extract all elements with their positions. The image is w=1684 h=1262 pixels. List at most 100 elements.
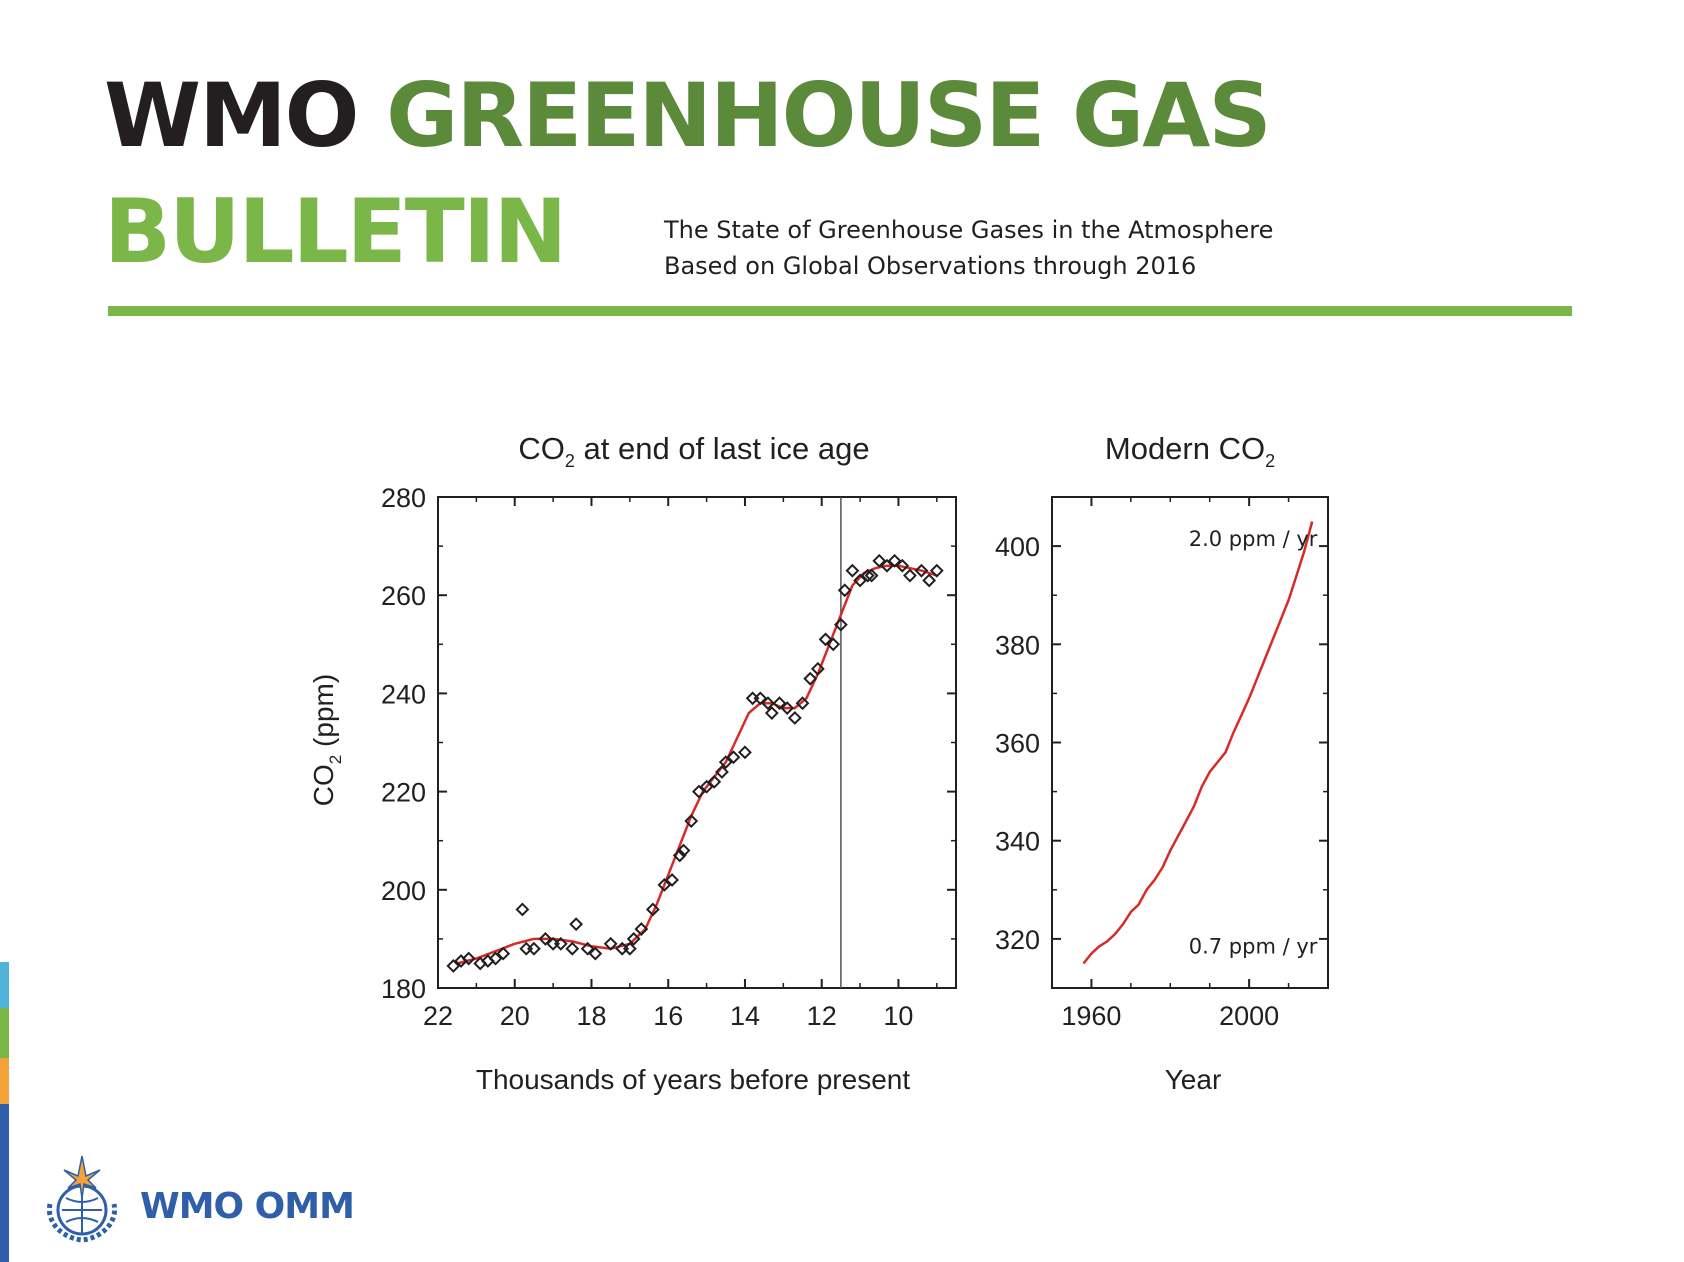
ice-core-data-point [684,814,699,828]
modern-y-tick-label: 340 [995,827,1040,857]
subtitle-line2: Based on Global Observations through 201… [664,252,1197,280]
ice-age-x-tick-label: 10 [883,1001,913,1031]
ice-core-data-point [826,637,841,652]
ice-core-data-point [764,706,779,720]
ice-core-data-point [833,617,848,632]
ice-age-x-axis-label: Thousands of years before present [476,1064,910,1095]
modern-chart-title: Modern CO2 [1105,431,1275,471]
wmo-omm-logo-text: WMO OMM [140,1186,355,1227]
ice-core-data-point [914,563,929,578]
ice-core-data-point [864,568,879,583]
modern-x-axis-label: Year [1165,1064,1222,1095]
ice-core-data-point [810,661,825,676]
ice-age-y-tick-label: 180 [381,974,426,1004]
ice-core-data-point [787,711,802,725]
modern-y-tick-label: 320 [995,925,1040,955]
ice-core-data-point [929,563,944,578]
ice-core-data-point [665,873,679,887]
ice-core-data-point [761,696,775,711]
ice-core-data-point [745,691,760,706]
ice-core-data-point [738,745,752,760]
ice-core-data-point [580,941,595,956]
ice-age-y-axis-label: CO2 (ppm) [308,674,345,806]
ice-core-data-point [676,843,691,858]
ice-core-data-point [715,765,729,779]
bulletin-subtitle: The State of Greenhouse Gases in the Atm… [664,212,1273,284]
modern-plot: 320 340 360 380 400 1960 2000 2.0 ppm / yr 0.7 p… [995,496,1329,1031]
side-strip-blue [0,1104,9,1262]
ice-age-fit-line [456,564,938,965]
ice-core-data-point [634,922,649,936]
ice-age-x-tick-label: 14 [730,1001,760,1031]
ice-core-data-point [519,941,534,956]
title-wmo: WMO [104,64,359,167]
ice-core-data-point [818,632,833,647]
side-strip-green [0,1008,9,1058]
ice-core-data-point [860,568,875,583]
ice-core-data-point [887,553,902,568]
ice-age-x-tick-label: 12 [807,1001,837,1031]
modern-co2-line [1082,521,1314,965]
ice-core-data-point [922,573,937,588]
ice-core-data-point [880,558,894,573]
subtitle-line1: The State of Greenhouse Gases in the Atm… [664,216,1274,244]
ice-core-data-point [538,931,553,946]
ice-core-data-point [753,691,768,706]
modern-y-tick-label: 380 [995,630,1040,660]
ice-age-x-tick-label: 22 [423,1001,453,1031]
ice-core-data-point [446,958,461,973]
ice-core-data-point [853,573,867,588]
wmo-emblem-icon [46,1155,118,1243]
ice-core-data-point [895,558,910,573]
ice-core-data-point [718,755,733,770]
ice-core-data-point [622,941,637,956]
ice-age-y-tick-label: 280 [381,483,426,513]
ice-age-y-tick-label: 200 [381,876,426,906]
ice-core-data-point [903,568,917,583]
title-greenhouse-gas: GREENHOUSE GAS [386,64,1272,167]
title-bulletin: BULLETIN [104,180,567,283]
ice-core-data-point [488,951,503,966]
modern-x-tick-label: 2000 [1219,1001,1279,1031]
ice-core-data-point [845,563,860,578]
modern-plot-frame [1051,496,1329,989]
ice-core-data-point [588,946,603,961]
side-strip-orange [0,1058,9,1104]
ice-core-data-point [626,931,641,946]
ice-core-data-point [692,784,706,799]
ice-core-data-point [672,848,687,863]
ice-age-y-tick-label: 240 [381,679,426,709]
ice-core-data-point [565,941,580,956]
ice-core-data-point [795,696,810,711]
ice-age-x-tick-label: 18 [576,1001,606,1031]
ice-age-x-tick-label: 16 [653,1001,683,1031]
ice-core-data-point [569,917,584,932]
ice-core-data-point [699,779,714,794]
ice-core-data-point [657,877,672,892]
modern-y-tick-label: 400 [995,532,1040,562]
growth-rate-early-label: 0.7 ppm / yr [1189,935,1318,959]
ice-core-data-point [461,951,476,966]
ice-age-chart-title: CO2 at end of last ice age [518,431,869,471]
ice-age-plot-frame [437,496,957,989]
ice-core-data-point [496,946,511,961]
header-divider [108,306,1572,316]
ice-core-data-point [872,553,887,568]
ice-core-data-point [527,941,541,956]
bulletin-title-line1: WMO GREENHOUSE GAS [104,72,1272,160]
ice-core-data-point [772,696,787,711]
ice-core-data-point [603,936,618,951]
ice-core-data-point [803,671,818,686]
ice-core-data-point [780,701,795,716]
ice-core-data-point [726,750,741,765]
side-strip-cyan [0,962,9,1008]
ice-age-plot: 180 200 220 240 260 280 22 20 18 16 14 12 10 [381,483,957,1031]
ice-core-data-point [553,936,568,951]
growth-rate-recent-label: 2.0 ppm / yr [1189,527,1318,551]
ice-age-x-tick-label: 20 [500,1001,530,1031]
ice-core-data-point [645,902,660,917]
ice-age-y-tick-label: 220 [381,778,426,808]
ice-core-data-point [515,902,530,917]
modern-x-tick-label: 1960 [1061,1001,1121,1031]
